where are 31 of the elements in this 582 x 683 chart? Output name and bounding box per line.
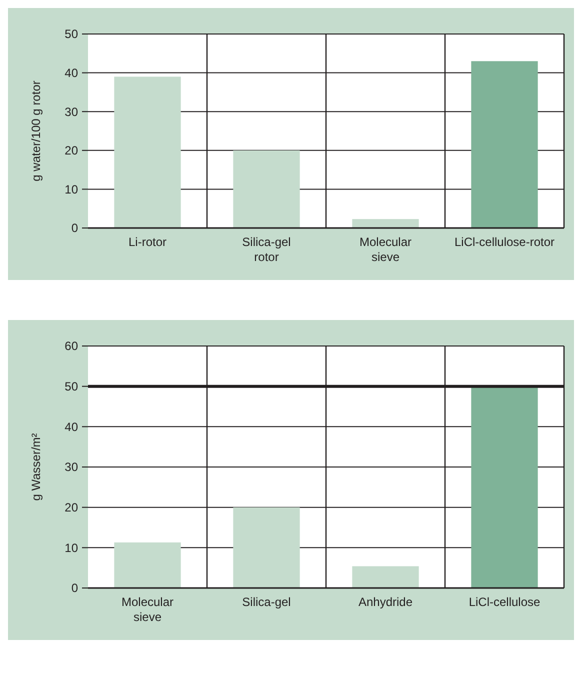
- x-tick-label: Molecular sieve: [121, 595, 174, 624]
- y-tick-label: 40: [64, 66, 78, 80]
- bar: [471, 61, 538, 228]
- y-tick-label: 0: [71, 221, 78, 236]
- y-tick-label: 50: [64, 27, 78, 42]
- x-tick-label: Molecular sieve: [359, 235, 412, 264]
- y-tick-label: 20: [64, 500, 78, 515]
- bar: [233, 150, 300, 228]
- y-axis-title: g water/100 g rotor: [29, 80, 43, 182]
- y-tick-label: 10: [64, 182, 78, 196]
- bar: [233, 507, 300, 588]
- bar: [352, 219, 419, 228]
- x-tick-label: LiCl-cellulose: [468, 595, 540, 609]
- y-tick-label: 30: [64, 104, 78, 119]
- y-tick-label: 40: [64, 420, 78, 434]
- x-tick-label: Silica-gel: [242, 595, 291, 609]
- y-tick-label: 60: [64, 339, 78, 354]
- bar: [114, 542, 181, 588]
- x-tick-label: LiCl-cellulose-rotor: [454, 235, 555, 249]
- x-tick-label: Anhydride: [358, 595, 413, 609]
- x-tick-label: Silica-gel rotor: [242, 235, 291, 264]
- x-tick-label: Li-rotor: [128, 235, 167, 249]
- y-axis-title: g Wasser/m²: [29, 433, 43, 501]
- bar: [471, 386, 538, 588]
- y-tick-label: 20: [64, 144, 78, 158]
- y-tick-label: 0: [71, 581, 78, 596]
- y-tick-label: 50: [64, 380, 78, 394]
- y-tick-label: 10: [64, 540, 78, 555]
- bar: [352, 566, 419, 588]
- y-tick-label: 30: [64, 460, 78, 474]
- bar: [114, 76, 181, 228]
